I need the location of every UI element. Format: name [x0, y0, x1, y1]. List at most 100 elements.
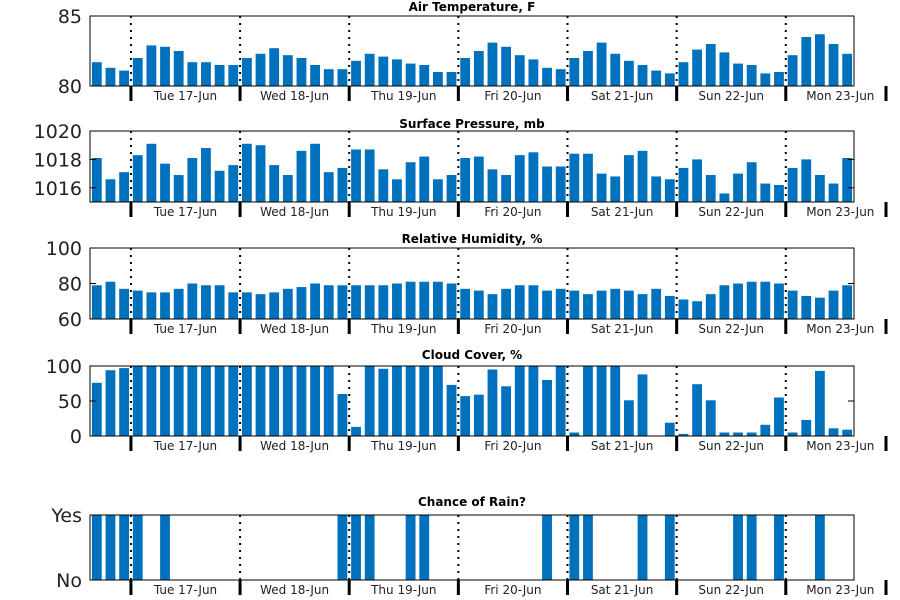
bar — [542, 166, 552, 202]
bar — [473, 394, 484, 436]
bar — [132, 290, 143, 319]
bar — [814, 370, 825, 436]
bar — [91, 157, 102, 202]
bar — [828, 428, 839, 436]
bar — [814, 175, 825, 202]
bar — [610, 53, 621, 86]
bar — [337, 515, 348, 580]
ytick-label: 100 — [46, 356, 82, 378]
bar — [664, 73, 675, 86]
bar — [637, 515, 648, 580]
chart-title: Air Temperature, F — [409, 0, 536, 14]
bar — [542, 380, 552, 436]
bar — [419, 65, 430, 86]
bar — [692, 49, 703, 86]
chart-title: Relative Humidity, % — [402, 232, 543, 246]
bar — [542, 290, 552, 319]
bar — [746, 515, 757, 580]
bar — [501, 386, 512, 436]
bar — [160, 515, 170, 580]
bar — [241, 366, 252, 436]
bar — [801, 159, 812, 202]
bar — [501, 175, 512, 202]
bar — [501, 46, 512, 86]
bar — [842, 157, 853, 202]
bar — [637, 294, 648, 319]
ytick-label: 1018 — [34, 149, 82, 171]
bar — [555, 69, 566, 86]
bar — [542, 515, 552, 580]
bar — [214, 65, 225, 86]
bar — [569, 58, 580, 86]
bar — [255, 294, 266, 319]
bar — [269, 165, 280, 202]
bar — [392, 179, 402, 202]
bar — [378, 368, 389, 436]
bar — [432, 366, 443, 436]
bar — [241, 143, 252, 202]
bar — [487, 42, 498, 86]
panel-4: 0 50 100 Tue 17-Jun Wed 18-Jun Thu 19-Jun Fri … — [46, 348, 888, 453]
bar — [637, 150, 648, 202]
bar — [255, 53, 266, 86]
bar — [91, 382, 102, 436]
bar — [296, 58, 307, 86]
xtick-label: Sat 21-Jun — [591, 583, 654, 597]
bar — [282, 366, 293, 436]
bar — [828, 183, 839, 202]
bar — [364, 515, 375, 580]
xtick-label: Mon 23-Jun — [806, 89, 874, 103]
bar — [132, 155, 143, 202]
bar — [460, 58, 471, 86]
bar — [419, 156, 430, 202]
bar — [678, 62, 689, 86]
bar — [814, 34, 825, 86]
bar — [364, 149, 375, 202]
bar — [842, 429, 853, 436]
bar — [105, 179, 116, 202]
bar — [787, 290, 798, 319]
bar — [228, 65, 239, 86]
bar — [91, 62, 102, 86]
panel-5: No Yes Tue 17-Jun Wed 18-Jun Thu 19-Jun Fri 2… — [50, 495, 888, 597]
bar — [651, 288, 662, 319]
bar — [378, 56, 389, 86]
bar — [774, 184, 784, 202]
bar — [651, 70, 662, 86]
bar — [405, 366, 416, 436]
bar — [596, 366, 607, 436]
axes-box — [89, 15, 855, 87]
bar — [201, 366, 211, 436]
bar — [405, 63, 416, 86]
bar — [187, 157, 198, 202]
bar — [596, 173, 607, 202]
bar — [160, 366, 170, 436]
bar — [187, 283, 198, 319]
bar — [405, 281, 416, 319]
bar — [392, 283, 402, 319]
xtick-label: Fri 20-Jun — [484, 583, 541, 597]
bar — [760, 73, 771, 86]
bar — [269, 292, 280, 320]
ytick-label: 1020 — [34, 121, 82, 143]
bar — [692, 384, 703, 436]
bar — [91, 515, 102, 580]
bar — [214, 170, 225, 202]
bar — [719, 193, 730, 202]
bar — [637, 65, 648, 86]
bar — [419, 281, 430, 319]
xtick-label: Thu 19-Jun — [370, 439, 436, 453]
panel-3: 60 80 100 Tue 17-Jun Wed 18-Jun Thu 19-Jun Fri… — [46, 232, 888, 336]
bar — [528, 152, 539, 202]
bar — [623, 155, 634, 202]
bar — [473, 156, 484, 202]
bar — [269, 48, 280, 86]
bar — [160, 46, 170, 86]
bar — [583, 515, 593, 580]
bar — [460, 396, 471, 436]
bar — [746, 281, 757, 319]
bar — [255, 366, 266, 436]
bar — [160, 163, 170, 202]
bar — [473, 290, 484, 319]
